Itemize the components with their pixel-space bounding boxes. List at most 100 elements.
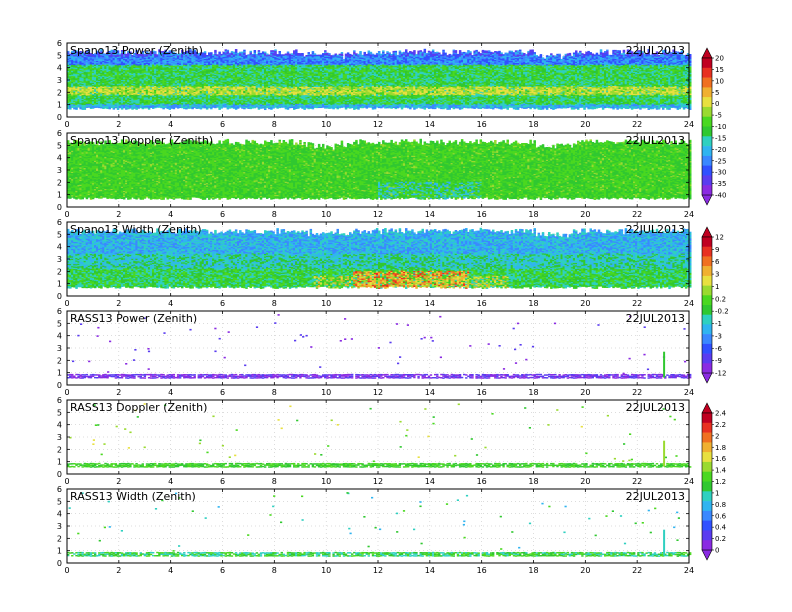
cell — [127, 50, 130, 53]
cell — [91, 54, 95, 56]
cell — [96, 64, 99, 66]
cell — [112, 105, 116, 108]
cell — [127, 81, 130, 84]
cell — [69, 73, 72, 76]
cell — [87, 81, 91, 84]
cell — [135, 95, 138, 98]
cell — [112, 100, 116, 103]
cell — [67, 92, 70, 95]
cell — [110, 75, 113, 78]
cell — [79, 68, 82, 70]
cell — [91, 77, 95, 80]
cell — [89, 64, 93, 66]
cell — [100, 72, 103, 74]
cell — [67, 62, 70, 64]
cell — [100, 82, 103, 84]
cell — [120, 88, 124, 90]
cell — [102, 102, 105, 105]
cell — [67, 76, 70, 79]
cell — [127, 89, 130, 91]
cell — [94, 95, 97, 97]
cell — [120, 77, 124, 79]
cell — [120, 104, 124, 106]
cell — [290, 53, 294, 55]
cell — [94, 53, 97, 55]
cell — [284, 53, 288, 56]
cell — [102, 66, 105, 69]
cell — [94, 65, 97, 68]
cell — [67, 80, 70, 83]
cell — [110, 57, 113, 59]
cell — [135, 82, 138, 84]
cell — [112, 76, 116, 78]
cell — [123, 61, 126, 63]
cell — [79, 70, 82, 73]
cell — [110, 85, 113, 88]
cell — [123, 91, 126, 94]
cell — [75, 81, 78, 83]
cell — [135, 53, 138, 56]
cell — [110, 63, 113, 65]
cell — [112, 58, 116, 61]
cell — [116, 97, 120, 99]
cell — [129, 61, 132, 64]
cell — [75, 70, 78, 72]
cell — [87, 104, 91, 107]
cell — [127, 83, 130, 85]
cell — [94, 64, 97, 67]
cell — [125, 74, 128, 77]
cell — [81, 72, 84, 75]
cell — [125, 55, 128, 57]
cell — [106, 98, 109, 101]
cell — [108, 90, 111, 93]
data-cells — [67, 48, 692, 111]
cell — [67, 94, 70, 96]
cell — [89, 96, 93, 98]
cell — [69, 61, 72, 63]
cell — [87, 50, 91, 53]
cell — [85, 105, 89, 107]
cell — [98, 69, 101, 72]
cell — [120, 54, 124, 57]
cell — [110, 102, 113, 105]
cell — [123, 71, 126, 73]
cell — [118, 68, 122, 71]
cell — [131, 64, 134, 67]
cell — [67, 53, 70, 55]
cell — [98, 65, 101, 68]
cell — [73, 93, 76, 95]
cell — [106, 87, 109, 90]
cell — [81, 60, 84, 62]
cell — [104, 66, 107, 68]
cell — [85, 52, 89, 54]
cell — [114, 65, 118, 68]
cell — [133, 67, 136, 70]
cell — [69, 88, 72, 90]
cell — [123, 96, 126, 99]
cell — [79, 54, 82, 57]
cell — [100, 101, 103, 104]
cell — [77, 83, 80, 86]
cell — [73, 89, 76, 91]
cell — [71, 70, 74, 73]
cell — [125, 61, 128, 63]
cell — [87, 97, 91, 100]
cell — [71, 91, 74, 94]
cell — [79, 84, 82, 86]
cell — [118, 78, 122, 80]
cell — [96, 77, 99, 80]
cell — [106, 79, 109, 81]
cell — [87, 56, 91, 59]
cell — [127, 73, 130, 75]
cell — [67, 57, 70, 59]
cell — [127, 85, 130, 88]
cell — [118, 83, 122, 85]
cell — [91, 97, 95, 99]
cell — [89, 97, 93, 100]
cell — [133, 57, 136, 60]
cell — [133, 89, 136, 92]
cell — [71, 80, 74, 83]
cell — [85, 81, 89, 84]
cell — [67, 87, 70, 90]
cell — [110, 69, 113, 72]
